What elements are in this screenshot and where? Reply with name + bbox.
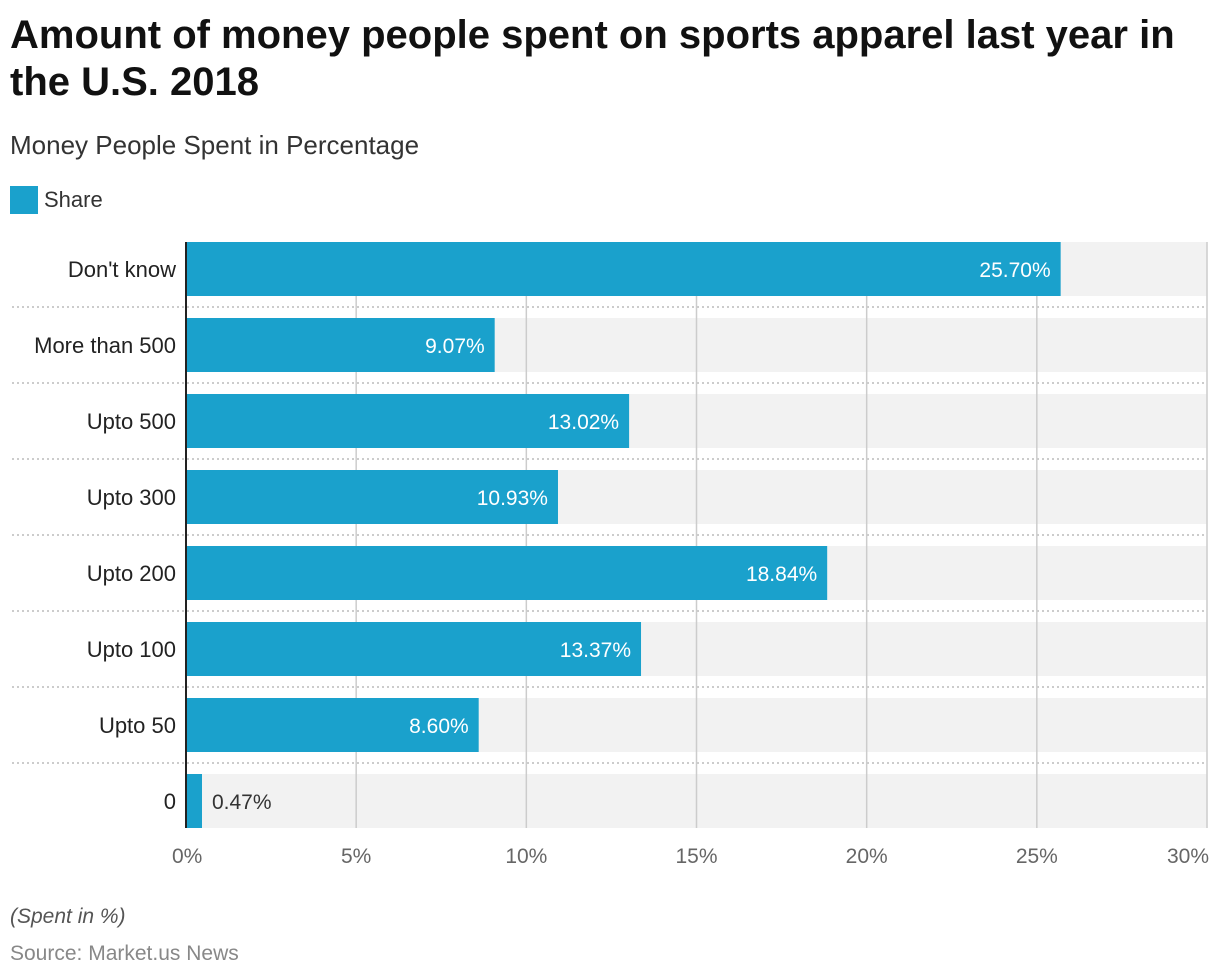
- x-tick-label: 25%: [1016, 845, 1058, 868]
- bar: [186, 546, 828, 600]
- bar: [186, 774, 202, 828]
- footnote: (Spent in %): [10, 905, 126, 928]
- legend-label: Share: [44, 187, 103, 212]
- data-label: 13.37%: [560, 639, 631, 662]
- category-label: Don't know: [68, 257, 176, 282]
- category-label: Upto 100: [87, 637, 176, 662]
- legend: Share: [10, 186, 103, 214]
- x-tick-label: 0%: [172, 845, 202, 868]
- bar: [186, 622, 642, 676]
- category-label: Upto 200: [87, 561, 176, 586]
- legend-swatch: [10, 186, 38, 214]
- data-label: 10.93%: [477, 487, 548, 510]
- data-label: 0.47%: [212, 791, 272, 814]
- source: Source: Market.us News: [10, 942, 239, 965]
- data-label: 9.07%: [425, 335, 485, 358]
- chart-title: Amount of money people spent on sports a…: [10, 13, 1175, 104]
- x-tick-label: 10%: [505, 845, 547, 868]
- bar: [186, 242, 1061, 296]
- bar: [186, 394, 630, 448]
- data-label: 25.70%: [979, 259, 1050, 282]
- bar: [186, 318, 495, 372]
- x-tick-label: 30%: [1167, 845, 1209, 868]
- x-tick-label: 15%: [675, 845, 717, 868]
- x-tick-label: 20%: [846, 845, 888, 868]
- data-label: 18.84%: [746, 563, 817, 586]
- data-label: 13.02%: [548, 411, 619, 434]
- category-label: Upto 500: [87, 409, 176, 434]
- x-tick-label: 5%: [341, 845, 371, 868]
- bar: [186, 698, 479, 752]
- category-label: Upto 50: [99, 713, 176, 738]
- category-label: Upto 300: [87, 485, 176, 510]
- chart-subtitle: Money People Spent in Percentage: [10, 130, 420, 160]
- data-label: 8.60%: [409, 715, 469, 738]
- bar: [186, 470, 558, 524]
- category-label: More than 500: [34, 333, 176, 358]
- category-label: 0: [164, 789, 176, 814]
